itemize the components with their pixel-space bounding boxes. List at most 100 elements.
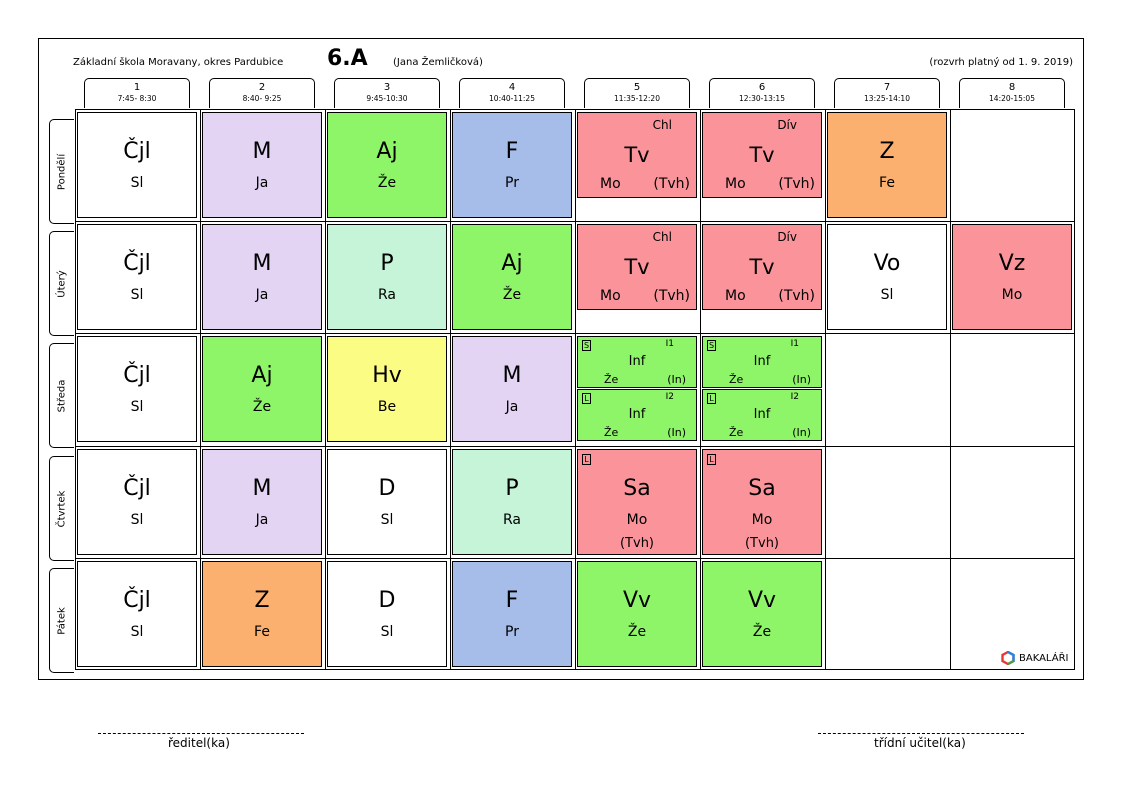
period-header-4: 4 10:40-11:25 [459, 78, 565, 108]
period-number: 6 [758, 82, 766, 93]
lesson-subject: P [380, 251, 394, 276]
split-lesson-cell[interactable]: S I1 Inf Že (In) [702, 336, 822, 388]
lesson-subject: M [252, 476, 272, 501]
period-header-3: 3 9:45-10:30 [334, 78, 440, 108]
lesson-cell[interactable]: Vo Sl [827, 224, 947, 330]
lesson-room: (Tvh) [653, 288, 690, 304]
lesson-teacher: Že [752, 624, 772, 640]
lesson-cell[interactable]: Čjl Sl [77, 449, 197, 555]
lesson-subject: F [505, 139, 519, 164]
lesson-cell[interactable]: Vv Že [577, 561, 697, 667]
split-lesson-cell[interactable]: S I1 Inf Že (In) [577, 336, 697, 388]
split-lesson-cell[interactable]: L I2 Inf Že (In) [702, 389, 822, 441]
lesson-group: I2 [665, 392, 674, 402]
lesson-cell[interactable]: Čjl Sl [77, 112, 197, 218]
bakalari-logo: BAKALÁŘI [1001, 651, 1068, 665]
lesson-cell[interactable]: M Ja [202, 224, 322, 330]
day-label: Středa [56, 379, 68, 412]
lesson-subject: Vz [998, 251, 1026, 276]
lesson-cell[interactable]: D Sl [327, 449, 447, 555]
lesson-subject: Tv [624, 255, 650, 279]
lesson-cell[interactable]: F Pr [452, 561, 572, 667]
lesson-subject: Z [879, 139, 895, 164]
lesson-cell[interactable]: P Ra [327, 224, 447, 330]
period-time: 14:20-15:05 [989, 94, 1035, 103]
lesson-cell[interactable]: Čjl Sl [77, 336, 197, 442]
lesson-subject: M [252, 251, 272, 276]
school-name: Základní škola Moravany, okres Pardubice [73, 57, 284, 68]
lesson-cell[interactable]: Aj Že [327, 112, 447, 218]
lesson-room: (In) [667, 426, 686, 439]
day-label-box: Pátek [49, 568, 74, 673]
lesson-teacher: Pr [505, 624, 519, 640]
lesson-cell[interactable]: Vz Mo [952, 224, 1072, 330]
period-time: 10:40-11:25 [489, 94, 535, 103]
split-lesson-cell[interactable]: L I2 Inf Že (In) [577, 389, 697, 441]
period-number: 8 [1008, 82, 1016, 93]
lesson-cell[interactable]: Z Fe [202, 561, 322, 667]
period-number: 3 [383, 82, 391, 93]
period-number: 7 [883, 82, 891, 93]
lesson-teacher: Mo [600, 176, 621, 192]
lesson-teacher: Že [627, 624, 647, 640]
lesson-cell[interactable]: Aj Že [452, 224, 572, 330]
class-teacher: (Jana Žemličková) [393, 57, 483, 68]
lesson-teacher: Mo [626, 512, 648, 528]
lesson-subject: Tv [624, 143, 650, 167]
column-divider [450, 109, 451, 670]
lesson-cell[interactable]: Hv Be [327, 336, 447, 442]
lesson-teacher: Ja [505, 399, 519, 415]
column-divider [200, 109, 201, 670]
lesson-cell[interactable]: Vv Že [702, 561, 822, 667]
period-header-1: 1 7:45- 8:30 [84, 78, 190, 108]
lesson-cell[interactable]: L Sa Mo (Tvh) [702, 449, 822, 555]
lesson-group: Chl [652, 230, 672, 244]
lesson-cell[interactable]: Chl Tv Mo (Tvh) [577, 112, 697, 198]
column-divider [700, 109, 701, 670]
lesson-cell[interactable]: F Pr [452, 112, 572, 218]
lesson-group: Dív [777, 230, 797, 244]
teacher-signature-line [818, 733, 1024, 734]
lesson-subject: Vo [873, 251, 901, 276]
lesson-cell[interactable]: Čjl Sl [77, 224, 197, 330]
lesson-subject: Čjl [123, 251, 151, 276]
period-time: 7:45- 8:30 [117, 94, 157, 103]
lesson-room: (Tvh) [744, 536, 780, 551]
lesson-group-tag: L [707, 393, 716, 404]
day-label-box: Čtvrtek [49, 456, 74, 561]
lesson-cell[interactable]: Dív Tv Mo (Tvh) [702, 224, 822, 310]
period-time: 13:25-14:10 [864, 94, 910, 103]
lesson-cell[interactable]: Z Fe [827, 112, 947, 218]
lesson-subject: Čjl [123, 588, 151, 613]
lesson-subject: F [505, 588, 519, 613]
lesson-cell[interactable]: P Ra [452, 449, 572, 555]
period-header-6: 6 12:30-13:15 [709, 78, 815, 108]
lesson-subject: Vv [747, 588, 777, 613]
lesson-subject: Hv [372, 363, 402, 388]
lesson-subject: Sa [748, 476, 776, 501]
lesson-cell[interactable]: Dív Tv Mo (Tvh) [702, 112, 822, 198]
lesson-teacher: Sl [880, 287, 894, 303]
lesson-teacher: Že [729, 426, 744, 439]
lesson-cell[interactable]: M Ja [452, 336, 572, 442]
period-time: 11:35-12:20 [614, 94, 660, 103]
lesson-cell[interactable]: Aj Že [202, 336, 322, 442]
day-label: Čtvrtek [56, 490, 68, 527]
lesson-teacher: Že [729, 373, 744, 386]
lesson-subject: Čjl [123, 363, 151, 388]
column-divider [825, 109, 826, 670]
lesson-cell[interactable]: M Ja [202, 112, 322, 218]
lesson-cell[interactable]: D Sl [327, 561, 447, 667]
lesson-teacher: Ja [255, 175, 269, 191]
day-label-box: Pondělí [49, 119, 74, 224]
lesson-teacher: Sl [130, 175, 144, 191]
column-divider [950, 109, 951, 670]
teacher-signature-label: třídní učitel(ka) [874, 736, 966, 750]
lesson-subject: Čjl [123, 476, 151, 501]
lesson-cell[interactable]: M Ja [202, 449, 322, 555]
lesson-cell[interactable]: Čjl Sl [77, 561, 197, 667]
lesson-teacher: Sl [130, 512, 144, 528]
director-signature-line [98, 733, 304, 734]
lesson-cell[interactable]: Chl Tv Mo (Tvh) [577, 224, 697, 310]
lesson-cell[interactable]: L Sa Mo (Tvh) [577, 449, 697, 555]
